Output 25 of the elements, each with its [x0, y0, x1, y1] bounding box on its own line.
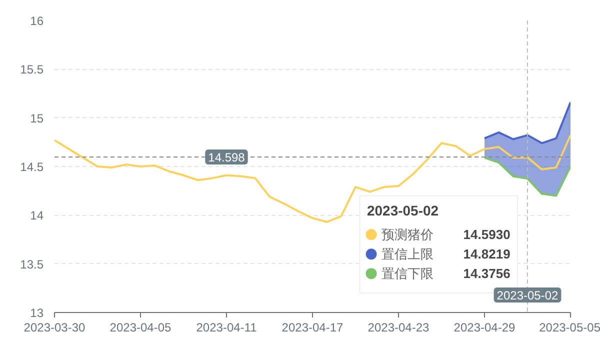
annotation: 14.8219 — [463, 246, 510, 262]
y-tick-label: 14.5 — [20, 160, 44, 174]
y-tick-label: 16 — [30, 14, 44, 28]
legend-label: 置信下限 — [381, 266, 434, 282]
line-series — [54, 134, 570, 223]
x-tick-label: 2023-04-05 — [110, 320, 172, 334]
y-tick-label: 13.5 — [20, 257, 44, 272]
ref-line-label: 2023-05-02 — [496, 288, 559, 302]
legend-label: 置信上限 — [381, 246, 434, 262]
y-tick-label: 15 — [30, 111, 44, 126]
legend-label: 预测猪价 — [381, 227, 434, 242]
x-tick-label: 2023-04-29 — [454, 320, 516, 334]
x-tick-label: 2023-04-11 — [196, 320, 258, 334]
y-tick-label: 13 — [30, 306, 44, 320]
ref-line-label: 14.598 — [208, 150, 246, 164]
annotation: 14.5930 — [463, 227, 510, 242]
y-tick-label: 15.5 — [20, 62, 44, 77]
x-tick-label: 2023-05-05 — [539, 320, 600, 334]
legend-title: 2023-05-02 — [366, 202, 439, 218]
y-tick-label: 14 — [30, 208, 44, 223]
x-tick-label: 2023-03-30 — [24, 320, 86, 334]
x-tick-label: 2023-04-17 — [282, 320, 344, 334]
annotation: 14.3756 — [463, 266, 510, 282]
x-tick-label: 2023-04-23 — [368, 320, 430, 334]
line-series — [484, 156, 570, 197]
